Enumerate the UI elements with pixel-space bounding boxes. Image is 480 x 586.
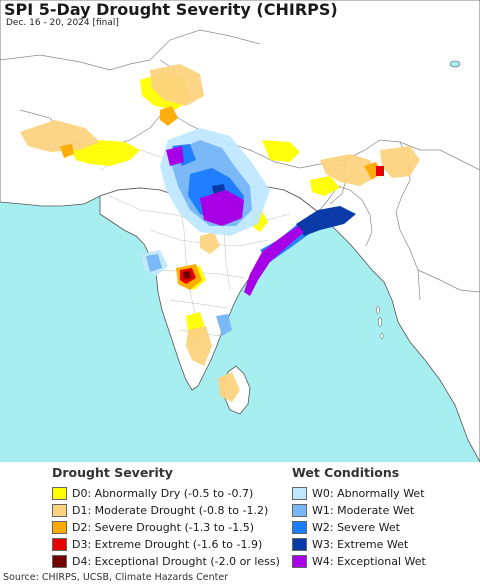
andaman-islands — [376, 305, 384, 340]
swatch-w0 — [292, 486, 307, 500]
legend-label-d1: D1: Moderate Drought (-0.8 to -1.2) — [72, 503, 269, 517]
legend-label-w0: W0: Abnormally Wet — [312, 486, 425, 500]
legend-label-d2: D2: Severe Drought (-1.3 to -1.5) — [72, 520, 255, 534]
legend-label-w1: W1: Moderate Wet — [312, 503, 415, 517]
swatch-w4 — [292, 554, 307, 568]
legend-label-d0: D0: Abnormally Dry (-0.5 to -0.7) — [72, 486, 254, 500]
legend-item-d4: D4: Exceptional Drought (-2.0 or less) — [52, 553, 280, 569]
wet-legend: Wet Conditions W0: Abnormally Wet W1: Mo… — [292, 464, 426, 570]
wet-legend-title: Wet Conditions — [292, 465, 400, 480]
legend-item-w1: W1: Moderate Wet — [292, 502, 426, 518]
swatch-d2 — [52, 520, 67, 534]
drought-legend: Drought Severity D0: Abnormally Dry (-0.… — [52, 464, 280, 570]
lake — [449, 60, 461, 68]
legend-item-d0: D0: Abnormally Dry (-0.5 to -0.7) — [52, 485, 280, 501]
legend-item-w3: W3: Extreme Wet — [292, 536, 426, 552]
legend-label-w4: W4: Exceptional Wet — [312, 554, 426, 568]
drought-map — [0, 0, 480, 462]
legend-item-w0: W0: Abnormally Wet — [292, 485, 426, 501]
legend: Drought Severity D0: Abnormally Dry (-0.… — [0, 462, 480, 572]
legend-item-d1: D1: Moderate Drought (-0.8 to -1.2) — [52, 502, 280, 518]
swatch-d3 — [52, 537, 67, 551]
swatch-d1 — [52, 503, 67, 517]
source-credit: Source: CHIRPS, UCSB, Climate Hazards Ce… — [3, 572, 229, 583]
legend-item-d3: D3: Extreme Drought (-1.6 to -1.9) — [52, 536, 280, 552]
legend-item-w4: W4: Exceptional Wet — [292, 553, 426, 569]
legend-label-d4: D4: Exceptional Drought (-2.0 or less) — [72, 554, 280, 568]
swatch-w1 — [292, 503, 307, 517]
swatch-w2 — [292, 520, 307, 534]
swatch-d4 — [52, 554, 67, 568]
legend-label-d3: D3: Extreme Drought (-1.6 to -1.9) — [72, 537, 263, 551]
d1-moderate-drought-areas — [20, 64, 420, 402]
legend-item-d2: D2: Severe Drought (-1.3 to -1.5) — [52, 519, 280, 535]
swatch-d0 — [52, 486, 67, 500]
map-title: SPI 5-Day Drought Severity (CHIRPS) — [4, 0, 338, 19]
legend-item-w2: W2: Severe Wet — [292, 519, 426, 535]
legend-label-w3: W3: Extreme Wet — [312, 537, 409, 551]
d4-exceptional-drought-areas — [183, 271, 191, 279]
w4-exceptional-wet-areas — [166, 146, 304, 296]
swatch-w3 — [292, 537, 307, 551]
map-subtitle: Dec. 16 - 20, 2024 [final] — [6, 18, 119, 28]
drought-legend-title: Drought Severity — [52, 465, 173, 480]
legend-label-w2: W2: Severe Wet — [312, 520, 400, 534]
